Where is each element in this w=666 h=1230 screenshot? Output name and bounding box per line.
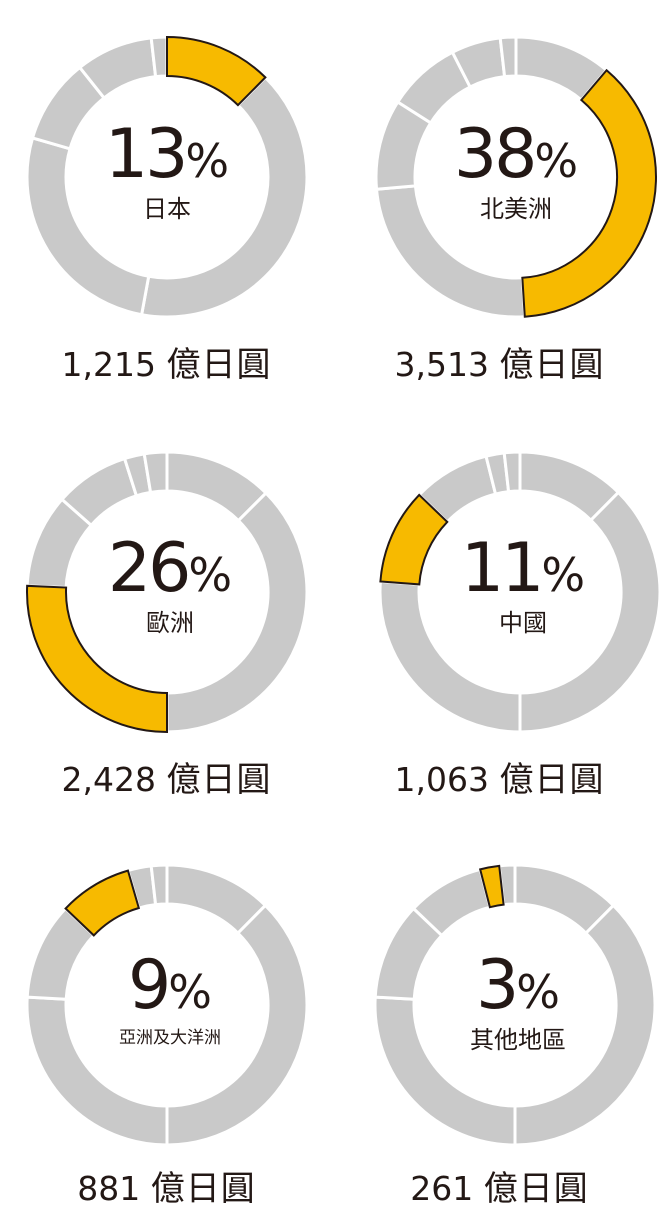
chart-panel-japan: 13% 日本 1,215 億日圓 bbox=[0, 0, 333, 400]
donut-chart-asia-oceania bbox=[25, 863, 309, 1147]
percent-value: 3% bbox=[476, 946, 560, 1025]
region-label: 中國 bbox=[499, 609, 547, 637]
donut-segment bbox=[165, 903, 309, 1147]
donut-segment bbox=[139, 75, 309, 319]
chart-panel-china: 11% 中國 1,063 億日圓 bbox=[333, 415, 666, 815]
donut-center-label: 38% 北美洲 bbox=[416, 115, 616, 223]
donut-center-label: 3% 其他地區 bbox=[418, 946, 618, 1054]
donut-center-label: 9% 亞洲及大洋洲 bbox=[70, 952, 270, 1047]
region-label: 北美洲 bbox=[480, 195, 552, 223]
donut-segment-highlighted bbox=[521, 68, 657, 318]
chart-panel-north-america: 38% 北美洲 3,513 億日圓 bbox=[333, 0, 666, 400]
donut-segment bbox=[513, 903, 657, 1147]
donut-segment-highlighted bbox=[478, 864, 505, 909]
region-label: 其他地區 bbox=[470, 1026, 566, 1054]
donut-chart-other-regions bbox=[373, 863, 657, 1147]
donut-segment bbox=[149, 863, 169, 907]
chart-panel-other-regions: 3% 其他地區 261 億日圓 bbox=[333, 830, 666, 1230]
donut-segment bbox=[498, 35, 518, 79]
amount-label: 1,063 億日圓 bbox=[394, 760, 605, 800]
donut-segment bbox=[502, 450, 522, 494]
region-label: 日本 bbox=[143, 195, 191, 223]
donut-center-label: 11% 中國 bbox=[423, 529, 623, 637]
amount-label: 261 億日圓 bbox=[410, 1169, 589, 1209]
region-label: 亞洲及大洋洲 bbox=[119, 1028, 221, 1048]
donut-chart-europe bbox=[25, 450, 309, 734]
donut-center-label: 13% 日本 bbox=[67, 115, 267, 223]
donut-chart-japan bbox=[25, 35, 309, 319]
donut-segment bbox=[518, 490, 662, 734]
percent-value: 26% bbox=[107, 529, 233, 608]
donut-chart-china bbox=[378, 450, 662, 734]
percent-value: 11% bbox=[460, 529, 586, 608]
donut-segment bbox=[165, 490, 309, 734]
donut-center-label: 26% 歐洲 bbox=[70, 529, 270, 637]
donut-segment bbox=[149, 35, 169, 79]
donut-segment bbox=[142, 450, 169, 495]
amount-label: 3,513 億日圓 bbox=[394, 345, 605, 385]
region-label: 歐洲 bbox=[146, 609, 194, 637]
amount-label: 1,215 億日圓 bbox=[61, 345, 272, 385]
percent-value: 9% bbox=[128, 946, 212, 1025]
donut-segment-highlighted bbox=[379, 493, 449, 586]
donut-chart-north-america bbox=[374, 35, 657, 319]
percent-value: 13% bbox=[104, 115, 230, 194]
donut-segment-highlighted bbox=[64, 869, 141, 937]
donut-segment-highlighted bbox=[166, 35, 267, 107]
percent-value: 38% bbox=[453, 115, 579, 194]
chart-panel-europe: 26% 歐洲 2,428 億日圓 bbox=[0, 415, 333, 815]
amount-label: 2,428 億日圓 bbox=[61, 760, 272, 800]
donut-segment-highlighted bbox=[26, 584, 168, 734]
chart-panel-asia-oceania: 9% 亞洲及大洋洲 881 億日圓 bbox=[0, 830, 333, 1230]
amount-label: 881 億日圓 bbox=[77, 1169, 256, 1209]
